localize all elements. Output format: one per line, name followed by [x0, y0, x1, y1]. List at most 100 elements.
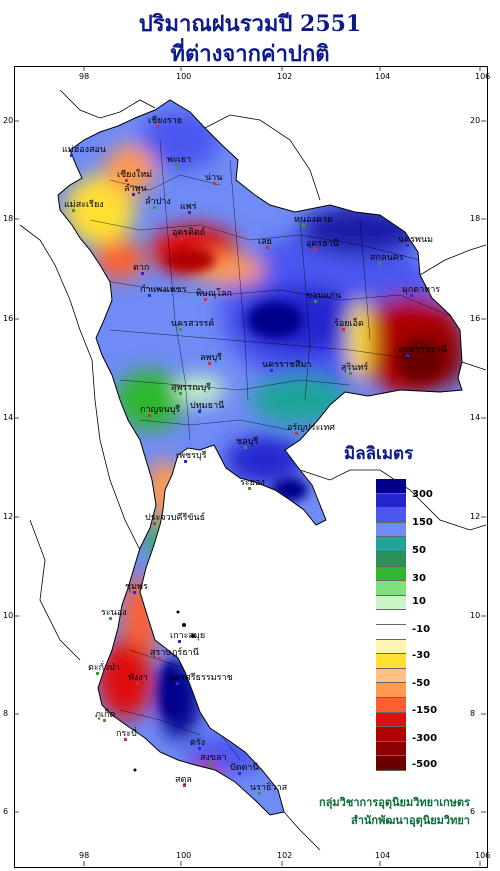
station-marker	[175, 164, 178, 167]
legend-swatch	[376, 508, 406, 523]
province-label-lampang: ลำปาง	[145, 197, 171, 207]
longitude-tick-label: 106	[475, 851, 491, 860]
station-marker	[314, 300, 317, 303]
longitude-tick-label: 102	[277, 851, 293, 860]
province-label-chiang-mai: เชียงใหม่	[117, 170, 153, 180]
latitude-tick-label: 12	[470, 512, 481, 521]
station-marker	[295, 432, 298, 435]
station-marker	[270, 369, 273, 372]
province-label-mae-hong-son: แม่ฮ่องสอน	[62, 145, 107, 155]
latitude-tick-label: 18	[3, 214, 14, 223]
legend-label: 10	[412, 596, 426, 607]
credit-line1: กลุ่มวิชาการอุตุนิยมวิทยาเกษตร	[319, 796, 470, 809]
station-marker	[198, 410, 201, 413]
station-marker	[148, 294, 151, 297]
province-label-ranong: ระนอง	[101, 608, 127, 618]
province-label-nan: น่าน	[205, 173, 223, 183]
station-marker	[208, 362, 211, 365]
longitude-tick-label: 98	[79, 851, 90, 860]
province-label-mukdahan: มุกดาหาร	[402, 285, 441, 295]
station-marker	[136, 682, 139, 685]
station-marker	[176, 682, 179, 685]
station-marker	[314, 248, 317, 251]
latitude-tick-label: 20	[3, 116, 14, 125]
station-marker	[96, 672, 99, 675]
station-marker	[153, 206, 156, 209]
province-label-takua-pa: ตะกั่วป่า	[88, 663, 120, 673]
station-marker	[342, 328, 345, 331]
legend-label: -30	[412, 650, 431, 661]
station-marker	[156, 125, 159, 128]
province-label-nakhon-phanom: นครพนม	[398, 235, 434, 245]
station-marker	[204, 298, 207, 301]
legend-swatch	[376, 566, 406, 582]
station-marker	[132, 193, 135, 196]
province-label-kamphaeng-phet: กำแพงเพชร	[140, 285, 187, 295]
station-marker	[179, 392, 182, 395]
legend-swatch	[376, 522, 406, 538]
longitude-tick-label: 98	[79, 72, 90, 81]
legend-swatch	[376, 624, 406, 640]
province-label-sakon-nakhon: สกลนคร	[370, 253, 404, 263]
station-marker	[248, 487, 251, 490]
legend-label: 30	[412, 573, 426, 584]
legend-swatch	[376, 668, 406, 684]
legend-swatch	[376, 741, 406, 757]
station-marker	[378, 262, 381, 265]
station-marker	[410, 294, 413, 297]
legend-swatch	[376, 493, 406, 509]
longitude-tick-label: 106	[475, 72, 491, 81]
legend-swatch	[376, 581, 406, 596]
islands	[133, 610, 195, 772]
station-marker	[153, 522, 156, 525]
station-marker	[72, 209, 75, 212]
station-marker	[208, 762, 211, 765]
province-label-nakhon-sawan: นครสวรรค์	[171, 319, 215, 329]
station-marker	[183, 784, 186, 787]
latitude-tick-label: 6	[470, 807, 476, 816]
legend-swatch	[376, 551, 406, 567]
province-label-surin: สุรินทร์	[341, 363, 369, 373]
province-label-surat-thani: สุราษฎร์ธานี	[150, 648, 199, 658]
latitude-tick-label: 8	[3, 709, 9, 718]
legend-swatch	[376, 595, 406, 611]
station-marker	[244, 446, 247, 449]
station-marker	[406, 244, 409, 247]
station-marker	[109, 617, 112, 620]
province-label-trang: ตรัง	[190, 738, 206, 748]
station-marker	[141, 272, 144, 275]
latitude-tick-label: 14	[470, 413, 481, 422]
legend-swatch	[376, 654, 406, 669]
province-label-udon-thani: อุดรธานี	[306, 239, 339, 249]
legend-label: 50	[412, 545, 426, 556]
province-label-pathum-thani: ปทุมธานี	[190, 401, 225, 411]
map-title-line2: ที่ต่างจากค่าปกติ	[170, 41, 330, 67]
latitude-tick-label: 16	[3, 314, 14, 323]
latitude-tick-label: 16	[470, 314, 481, 323]
station-marker	[238, 772, 241, 775]
province-label-phayao: พะเยา	[167, 155, 192, 165]
legend-label: -500	[412, 759, 438, 770]
province-label-narathiwat: นราธิวาส	[250, 783, 288, 793]
station-marker	[180, 237, 183, 240]
province-label-rayong: ระยอง	[240, 478, 265, 488]
legend-title: มิลลิเมตร	[344, 444, 414, 464]
credit-line2: สำนักพัฒนาอุตุนิยมวิทยา	[351, 814, 470, 827]
province-label-lopburi: ลพบุรี	[200, 353, 222, 363]
graticule-ticks	[14, 66, 486, 866]
legend-swatch	[376, 537, 406, 552]
province-label-aranyaprathet: อรัญประเทศ	[287, 423, 336, 433]
longitude-tick-label: 102	[277, 72, 293, 81]
province-label-uttaradit: อุตรดิตถ์	[172, 228, 206, 238]
province-label-nakhon-si-thammarat: นครศรีธรรมราช	[168, 673, 233, 683]
province-label-prachuap: ประจวบคีรีขันธ์	[145, 513, 206, 523]
latitude-tick-label: 20	[470, 116, 481, 125]
legend-label: -150	[412, 705, 438, 716]
latitude-tick-label: 8	[470, 709, 476, 718]
latitude-tick-label: 6	[3, 807, 9, 816]
legend-swatch	[376, 697, 406, 713]
province-label-phitsanulok: พิษณุโลก	[196, 289, 233, 299]
neighbour-borders	[19, 89, 487, 851]
province-label-roi-et: ร้อยเอ็ด	[334, 319, 364, 329]
station-marker	[103, 719, 106, 722]
